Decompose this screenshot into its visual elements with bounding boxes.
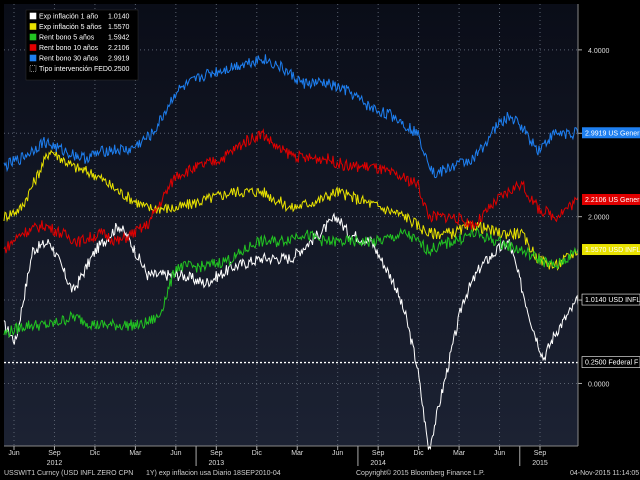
x-month-label: Dic xyxy=(90,450,101,457)
series-line xyxy=(3,212,579,451)
footer: USSWIT1 Curncy (USD INFL ZERO CPN 1Y) ex… xyxy=(0,468,640,480)
legend-series-value: 1.5942 xyxy=(108,35,130,42)
legend: Exp inflación 1 año 1.0140 Exp inflación 5… xyxy=(25,9,139,81)
value-tag-label: 0.2500 Federal F xyxy=(585,360,638,367)
legend-series-value: 2.2106 xyxy=(108,45,130,52)
value-tag-box xyxy=(582,193,640,205)
value-tag-box xyxy=(581,356,640,368)
legend-swatch xyxy=(29,54,37,62)
legend-box xyxy=(25,9,139,81)
x-year-label: 2015 xyxy=(532,460,548,467)
y-tick-label: 2.0000 xyxy=(588,215,610,222)
footer-security: USSWIT1 Curncy (USD INFL ZERO CPN xyxy=(4,470,134,477)
last-value-tags: 1.0140 USD INFL 1.5570 USD INFL 2.2106 US … xyxy=(581,127,640,368)
footer-description: 1Y) exp inflacion usa Diario 18SEP2010-0… xyxy=(146,470,281,477)
legend-series-value: 0.2500 xyxy=(108,66,130,73)
x-month-label: Jun xyxy=(8,450,19,457)
series-line xyxy=(3,54,579,179)
y-tick-label: 0.0000 xyxy=(588,381,610,388)
legend-swatch xyxy=(29,23,37,30)
x-month-label: Sep xyxy=(210,450,223,457)
value-tag-label: 1.5570 USD INFL xyxy=(585,247,640,254)
footer-date: 04-Nov-2015 11:14:05 xyxy=(570,470,640,477)
legend-series-name: Exp inflación 5 años xyxy=(39,24,102,31)
x-month-label: Jun xyxy=(494,450,505,457)
y-axis: 4.0000 2.0000 0.0000 xyxy=(577,4,610,446)
x-month-label: Mar xyxy=(453,450,466,457)
legend-swatch xyxy=(29,44,37,51)
series-line xyxy=(3,149,579,271)
x-month-label: Jun xyxy=(332,450,343,457)
value-tag-box xyxy=(582,127,640,139)
series-layer xyxy=(3,54,579,451)
series-line xyxy=(3,127,579,254)
x-year-label: 2013 xyxy=(209,460,225,467)
chart-svg: 4.0000 2.0000 0.0000 Jun Sep Dic Mar Jun Sep Dic… xyxy=(3,4,640,467)
legend-series-value: 1.5570 xyxy=(108,24,130,31)
series-line xyxy=(3,227,579,339)
legend-swatch xyxy=(29,12,37,20)
value-tag-box xyxy=(582,244,640,256)
legend-series-name: Rent bono 10 años xyxy=(39,45,99,52)
legend-series-name: Rent bono 5 años xyxy=(39,35,95,42)
x-month-label: Sep xyxy=(48,450,61,457)
legend-series-value: 2.9919 xyxy=(108,56,130,63)
x-axis: Jun Sep Dic Mar Jun Sep Dic Mar Jun Sep Dic Mar Jun S… xyxy=(4,445,578,467)
value-tag-label: 2.9919 US Generi xyxy=(585,130,640,137)
value-tag-box xyxy=(581,293,640,306)
x-month-label: Sep xyxy=(372,450,385,457)
x-month-label: Dic xyxy=(252,450,263,457)
value-tag-label: 2.2106 US Generi xyxy=(585,197,640,204)
x-month-label: Mar xyxy=(291,450,304,457)
x-month-label: Mar xyxy=(129,450,142,457)
legend-series-name: Exp inflación 1 año xyxy=(39,14,98,21)
legend-series-name: Rent bono 30 años xyxy=(39,56,99,63)
x-month-label: Sep xyxy=(534,450,547,457)
y-tick-label: 4.0000 xyxy=(588,48,610,55)
x-month-label: Dic xyxy=(414,450,425,457)
x-month-label: Jun xyxy=(170,450,181,457)
legend-series-name: Tipo intervención FED xyxy=(39,66,108,73)
x-year-label: 2014 xyxy=(370,460,386,467)
footer-copyright: Copyright© 2015 Bloomberg Finance L.P. xyxy=(356,470,485,477)
value-tag-label: 1.0140 USD INFL xyxy=(585,297,640,304)
legend-swatch xyxy=(29,65,37,72)
legend-swatch xyxy=(29,33,37,41)
legend-series-value: 1.0140 xyxy=(108,14,130,21)
x-year-label: 2012 xyxy=(47,460,63,467)
